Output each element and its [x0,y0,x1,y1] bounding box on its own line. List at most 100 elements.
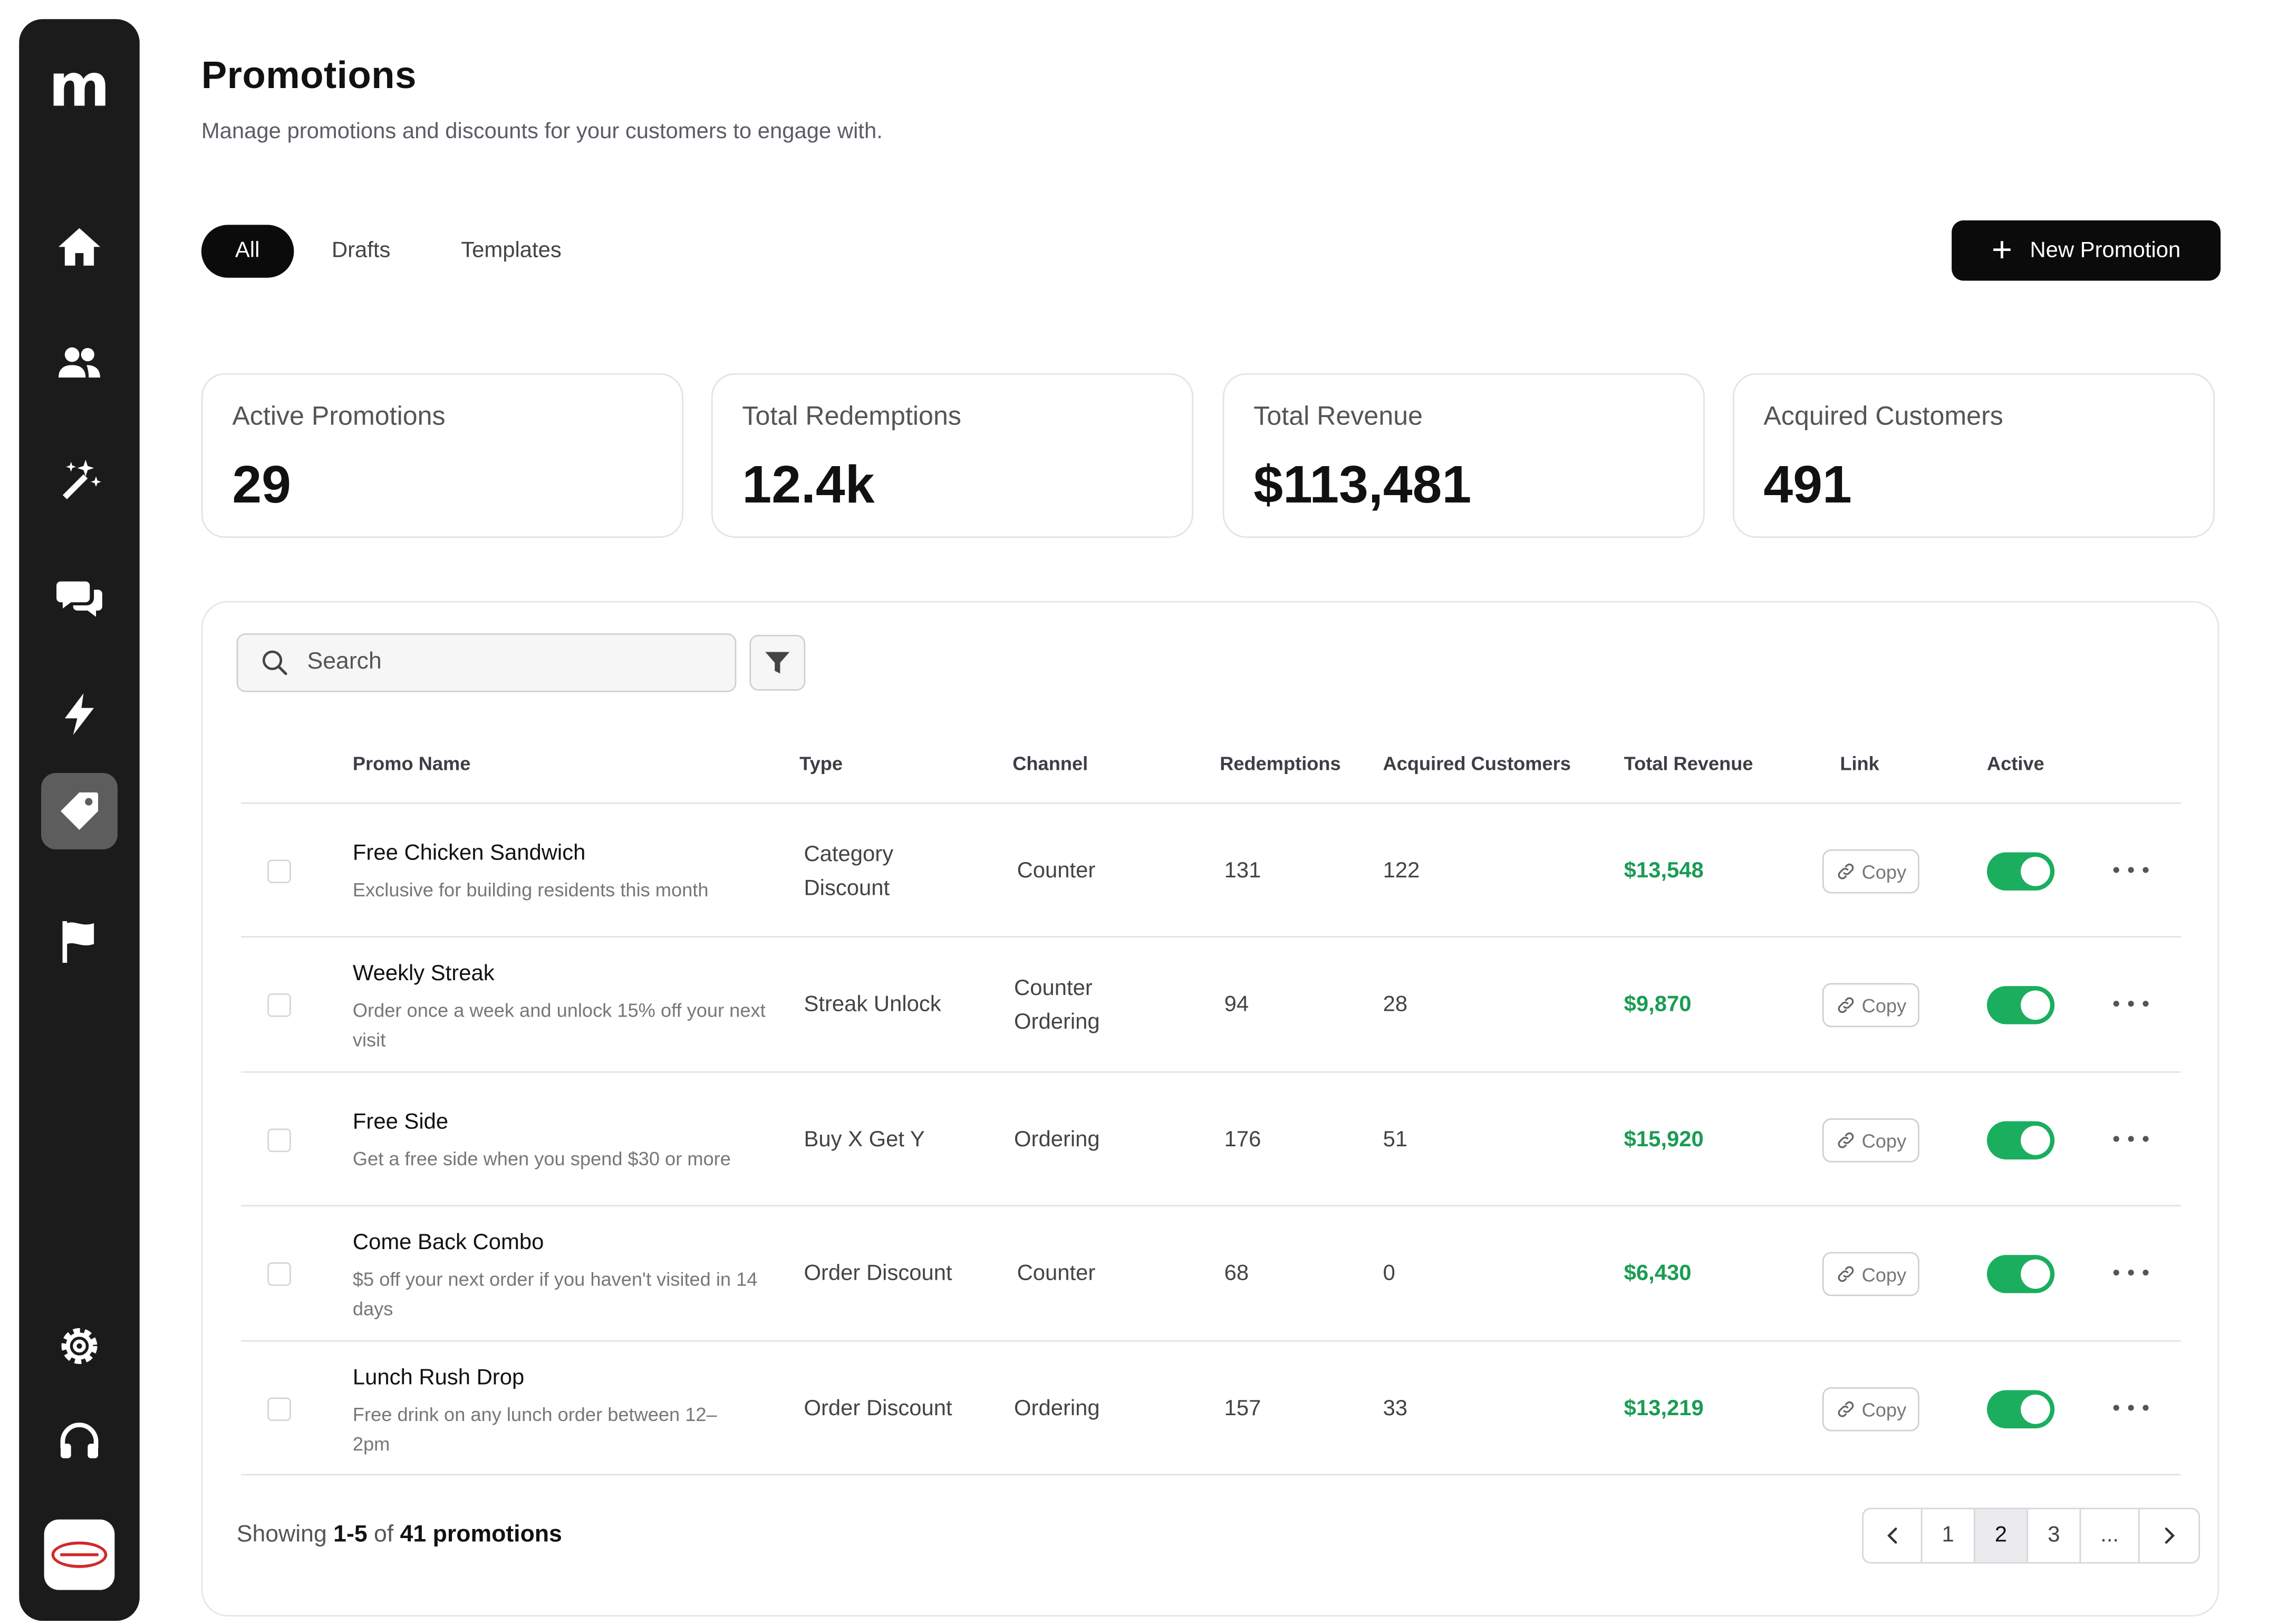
more-options-icon[interactable] [2113,993,2149,1014]
filter-button[interactable] [749,634,806,691]
tab-drafts[interactable]: Drafts [331,238,391,263]
row-divider [241,1071,2181,1073]
promo-type: Order Discount [804,1396,952,1422]
row-checkbox[interactable] [267,1262,291,1286]
promotions-table-panel: Promo Name Type Channel Redemptions Acqu… [201,601,2219,1617]
promo-redemptions: 131 [1224,858,1261,883]
page-button-2[interactable]: 2 [1975,1509,2029,1562]
page-subtitle: Manage promotions and discounts for your… [201,119,883,144]
promo-name: Free Chicken Sandwich [352,840,586,866]
promo-type: Order Discount [804,1261,952,1286]
copy-link-button[interactable]: Copy [1822,983,1919,1028]
promo-name: Lunch Rush Drop [352,1365,525,1390]
toggle-knob [2021,856,2050,886]
promo-channel: Ordering [1014,1396,1100,1422]
next-page-button[interactable] [2140,1509,2198,1562]
active-toggle[interactable] [1987,1390,2055,1428]
link-icon [1838,863,1854,879]
active-toggle[interactable] [1987,1255,2055,1293]
promo-name: Come Back Combo [352,1230,544,1255]
table-row[interactable]: Lunch Rush Drop Free drink on any lunch … [203,1342,2221,1476]
previous-page-button[interactable] [1864,1509,1923,1562]
active-toggle[interactable] [1987,986,2055,1024]
tab-templates[interactable]: Templates [461,238,562,263]
sidebar: m [19,19,140,1621]
promo-revenue: $13,548 [1624,858,1704,883]
more-options-icon[interactable] [2113,1262,2149,1283]
promo-channel: Ordering [1014,1127,1100,1153]
more-options-icon[interactable] [2113,1397,2149,1418]
column-header-redemptions: Redemptions [1220,752,1341,775]
app-logo[interactable]: m [49,53,110,121]
column-header-link: Link [1840,752,1879,775]
users-icon[interactable] [50,334,109,392]
lightning-icon[interactable] [50,685,109,743]
search-input[interactable] [304,648,722,678]
promo-redemptions: 176 [1224,1127,1261,1153]
stat-value: $113,481 [1253,454,1472,515]
tag-icon[interactable] [50,782,109,840]
row-checkbox[interactable] [267,1128,291,1153]
page-button-3[interactable]: 3 [2028,1509,2081,1562]
active-toggle[interactable] [1987,852,2055,891]
column-header-promo-name: Promo Name [352,752,471,775]
stat-label: Total Redemptions [742,401,961,431]
gear-icon[interactable] [50,1317,109,1375]
stat-label: Acquired Customers [1763,401,2003,431]
new-promotion-button[interactable]: + New Promotion [1952,220,2221,281]
promo-type: Category Discount [804,842,894,901]
table-row[interactable]: Weekly Streak Order once a week and unlo… [203,937,2221,1071]
chat-icon[interactable] [50,569,109,627]
promo-acquired: 28 [1383,992,1408,1017]
row-checkbox[interactable] [267,1397,291,1422]
promo-acquired: 51 [1383,1127,1408,1153]
copy-link-button[interactable]: Copy [1822,849,1919,894]
home-icon[interactable] [50,217,109,276]
row-checkbox[interactable] [267,993,291,1017]
page-button-1[interactable]: 1 [1922,1509,1975,1562]
copy-link-button[interactable]: Copy [1822,1252,1919,1297]
promo-type: Buy X Get Y [804,1127,925,1153]
page-ellipsis[interactable]: ... [2081,1509,2140,1562]
more-options-icon[interactable] [2113,1128,2149,1149]
stat-card-acquired-customers: Acquired Customers 491 [1732,373,2215,538]
table-row[interactable]: Come Back Combo $5 off your next order i… [203,1206,2221,1340]
more-options-icon[interactable] [2113,859,2149,880]
toggle-knob [2021,1394,2050,1424]
promo-description: Exclusive for building residents this mo… [352,878,709,901]
active-toggle[interactable] [1987,1121,2055,1159]
filter-icon [765,652,790,674]
promo-name: Weekly Streak [352,961,495,987]
row-checkbox[interactable] [267,859,291,883]
headset-icon[interactable] [50,1412,109,1471]
stat-card-total-redemptions: Total Redemptions 12.4k [711,373,1194,538]
table-row[interactable]: Free Chicken Sandwich Exclusive for buil… [203,804,2221,937]
stat-label: Active Promotions [232,401,446,431]
stat-label: Total Revenue [1253,401,1423,431]
promo-type: Streak Unlock [804,992,941,1017]
link-icon [1838,997,1854,1013]
link-icon [1838,1266,1854,1282]
column-header-total-revenue: Total Revenue [1624,752,1753,775]
toggle-knob [2021,990,2050,1020]
table-row[interactable]: Free Side Get a free side when you spend… [203,1073,2221,1207]
toggle-knob [2021,1259,2050,1289]
promo-redemptions: 68 [1224,1261,1249,1286]
magic-wand-icon[interactable] [50,451,109,510]
restaurant-logo[interactable] [44,1519,115,1590]
tab-all[interactable]: All [201,225,294,278]
plus-icon: + [1991,230,2013,270]
promo-description: Order once a week and unlock 15% off you… [352,999,766,1051]
promo-name: Free Side [352,1109,449,1135]
search-box[interactable] [236,633,737,692]
flag-icon[interactable] [50,913,109,971]
copy-link-button[interactable]: Copy [1822,1387,1919,1432]
stat-card-total-revenue: Total Revenue $113,481 [1222,373,1705,538]
promo-revenue: $13,219 [1624,1396,1704,1422]
promo-acquired: 0 [1383,1261,1395,1286]
promo-channel: Counter Ordering [1014,975,1100,1035]
chevron-right-icon [2165,1528,2175,1544]
toggle-knob [2021,1125,2050,1155]
copy-label: Copy [1861,860,1907,883]
copy-link-button[interactable]: Copy [1822,1118,1919,1163]
